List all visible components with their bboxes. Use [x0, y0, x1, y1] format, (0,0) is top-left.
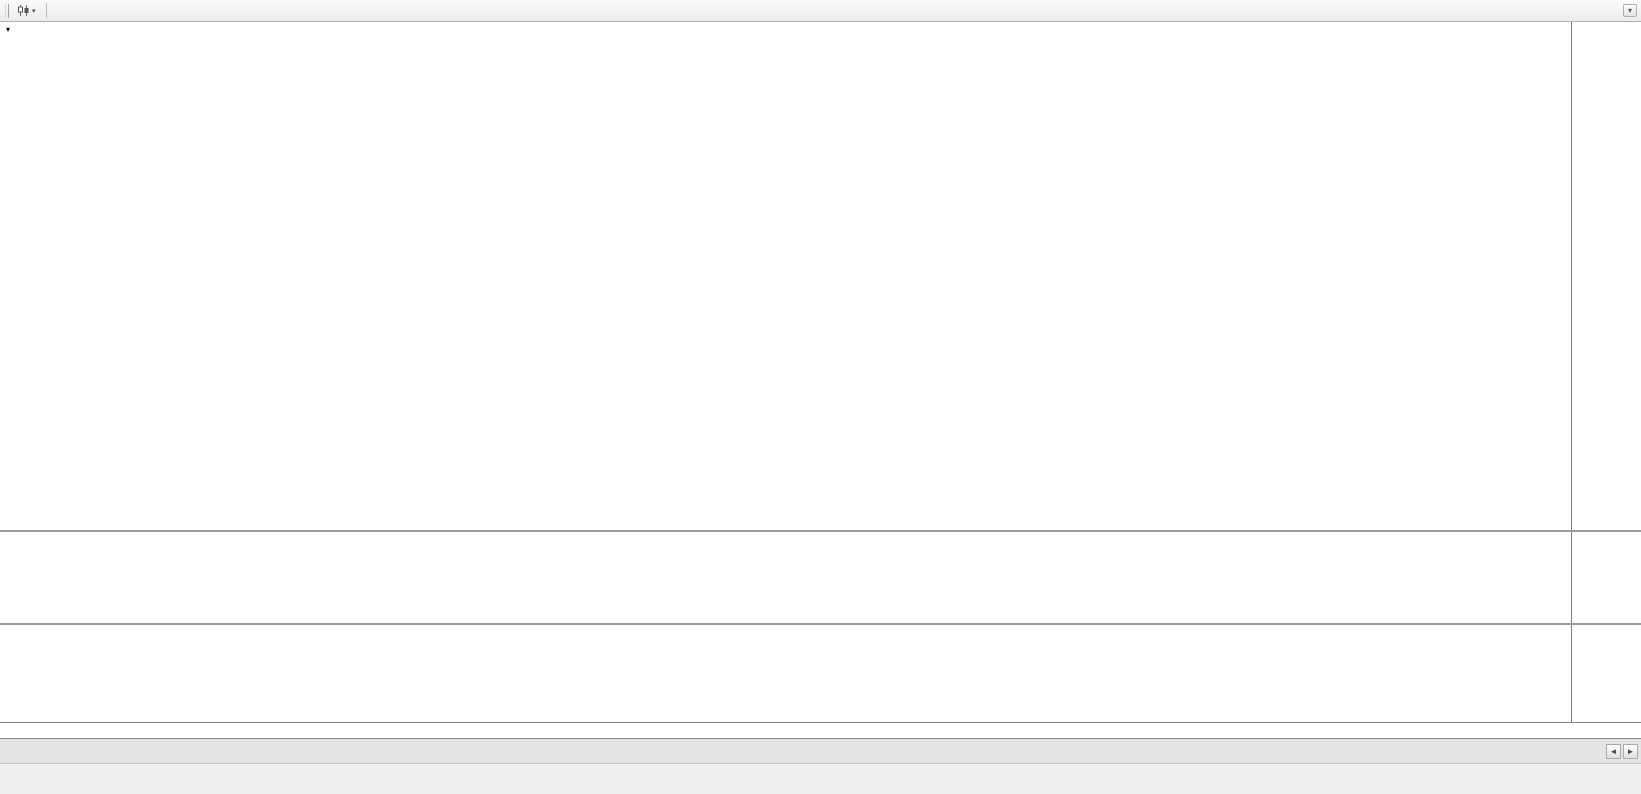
toolbar-separator: [45, 3, 47, 18]
panel-splitter-rsi[interactable]: [0, 530, 1641, 532]
chart-type-button[interactable]: ▾: [13, 2, 40, 19]
price-axis[interactable]: [1571, 22, 1641, 530]
macd-plot[interactable]: [0, 625, 1571, 722]
price-chart-panel: ▾: [0, 22, 1641, 530]
candlestick-chart-icon: [18, 5, 29, 16]
chart-tab-bar: ◄ ►: [0, 738, 1641, 763]
chart-title: ▾: [6, 25, 41, 34]
rsi-canvas: [0, 532, 1571, 623]
tabs-scroll-right-button[interactable]: ►: [1623, 743, 1638, 759]
main-chart-plot[interactable]: ▾: [0, 22, 1571, 530]
tabs-scroll-left-button[interactable]: ◄: [1606, 743, 1621, 759]
main-chart-canvas: [0, 22, 1571, 530]
tab-scroll-controls: ◄ ►: [1603, 739, 1641, 763]
toolbar-drag-handle[interactable]: [5, 3, 9, 18]
symbol-menu-icon[interactable]: ▾: [6, 25, 11, 34]
rsi-plot[interactable]: [0, 532, 1571, 623]
macd-axis[interactable]: [1571, 625, 1641, 722]
status-bar: [0, 763, 1641, 794]
rsi-axis[interactable]: [1571, 532, 1641, 623]
toolbar-options-button[interactable]: ▾: [1622, 4, 1637, 17]
macd-indicator-panel: [0, 625, 1641, 722]
rsi-indicator-panel: [0, 532, 1641, 623]
panel-splitter-macd[interactable]: [0, 623, 1641, 625]
time-axis[interactable]: [0, 722, 1641, 738]
timeframes-toolbar: ▾ ▾: [0, 0, 1641, 22]
macd-canvas: [0, 625, 1571, 722]
chevron-down-icon: ▾: [32, 7, 36, 15]
